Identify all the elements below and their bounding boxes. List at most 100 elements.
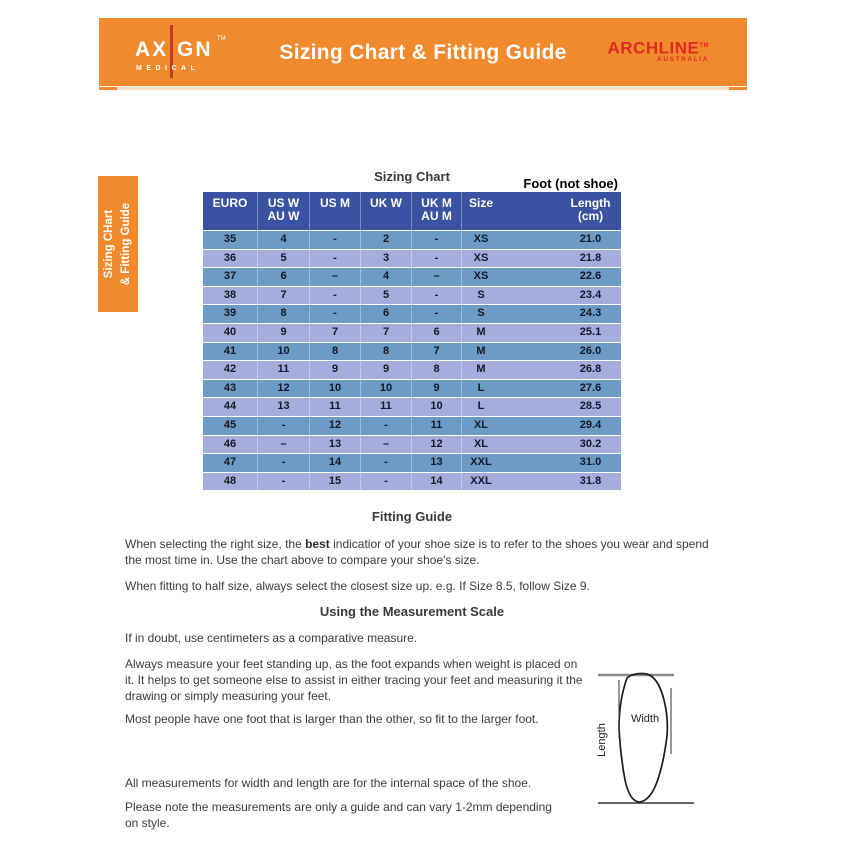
table-cell: XXL <box>470 456 492 469</box>
table-cell: - <box>258 472 310 491</box>
table-cell: 8 <box>258 305 310 323</box>
table-cell: 8 <box>412 361 462 379</box>
column-header: UK W <box>361 192 412 230</box>
table-cell: 37 <box>203 268 258 286</box>
table-cell: 7 <box>310 323 361 342</box>
table-cell: 14 <box>412 472 462 491</box>
table-cell: 6 <box>412 323 462 342</box>
table-cell: 39 <box>203 305 258 323</box>
table-cell: M <box>476 325 486 338</box>
table-cell: 43 <box>203 379 258 398</box>
table-cell: 10 <box>258 342 310 361</box>
fg-p1-before: When selecting the right size, the <box>125 537 306 551</box>
sizing-table-header: EURO US W AU W US M UK W UK M AU M Size Length (c… <box>203 192 621 230</box>
table-cell: 8 <box>361 342 412 361</box>
banner-underline <box>99 87 747 90</box>
measurement-paragraph-2: Always measure your feet standing up, as… <box>125 657 583 703</box>
measurement-paragraph-3: Most people have one foot that is larger… <box>125 712 539 726</box>
table-cell: - <box>412 249 462 268</box>
table-cell: 9 <box>310 361 361 379</box>
table-cell: 11 <box>258 361 310 379</box>
table-cell: 40 <box>203 323 258 342</box>
table-cell: XS <box>473 270 489 283</box>
column-header: US W AU W <box>258 192 310 230</box>
side-tab-label: Sizing CHart & Fitting Guide <box>98 176 138 312</box>
table-cell: - <box>412 231 462 249</box>
table-cell: 4 <box>258 231 310 249</box>
table-cell: – <box>412 268 462 286</box>
table-cell: 44 <box>203 398 258 416</box>
table-cell: 48 <box>203 472 258 491</box>
column-header: Length (cm) <box>570 196 611 223</box>
table-cell: 22.6 <box>579 270 602 283</box>
table-cell: - <box>258 454 310 472</box>
table-cell: 41 <box>203 342 258 361</box>
measurement-scale-heading: Using the Measurement Scale <box>319 604 505 619</box>
table-cell: XXL <box>470 474 492 487</box>
axign-logo-accent-line <box>170 25 173 78</box>
table-row: 36 5-3- XS 21.8 <box>203 248 621 268</box>
table-row: 46–13–12 XL 30.2 <box>203 434 621 454</box>
fitting-guide-heading: Fitting Guide <box>371 509 453 524</box>
table-cell: 5 <box>258 249 310 268</box>
table-cell: 13 <box>412 454 462 472</box>
axign-logo: AX GN TM MEDICAL <box>129 22 259 84</box>
table-cell: 23.4 <box>579 288 602 301</box>
measurement-paragraph-4: All measurements for width and length ar… <box>125 776 532 790</box>
table-cell: 10 <box>412 398 462 416</box>
length-label: Length <box>596 723 608 757</box>
table-cell: 12 <box>412 435 462 454</box>
table-cell: 47 <box>203 454 258 472</box>
table-row: 44 13 11 11 10 L 28.5 <box>203 397 621 416</box>
table-cell: XL <box>473 418 489 431</box>
table-cell: - <box>258 416 310 435</box>
axign-logo-text-left: AX <box>135 38 169 61</box>
table-cell: 28.5 <box>579 400 602 413</box>
archline-logo-subtitle: AUSTRALIA <box>657 55 709 63</box>
measurement-paragraph-5: Please note the measurements are only a … <box>125 800 552 830</box>
table-cell: – <box>310 268 361 286</box>
table-cell: M <box>476 344 486 357</box>
sizing-table: EURO US W AU W US M UK W UK M AU M Size Length (c… <box>203 192 621 491</box>
table-cell: 10 <box>361 379 412 398</box>
foot-measurement-diagram: Width Length <box>596 672 694 804</box>
page-title: Sizing Chart & Fitting Guide <box>279 41 567 64</box>
table-cell: 2 <box>361 231 412 249</box>
table-cell: - <box>361 454 412 472</box>
archline-name: ARCHLINE <box>607 38 700 58</box>
sizing-chart-heading: Sizing Chart <box>374 169 450 184</box>
table-row: 41 10 8 8 7 M 26.0 <box>203 341 621 361</box>
table-cell: 26.8 <box>579 363 602 376</box>
table-cell: 45 <box>203 416 258 435</box>
table-cell: 6 <box>361 305 412 323</box>
header-banner: AX GN TM MEDICAL Sizing Chart & Fitting … <box>99 18 747 86</box>
table-cell: XS <box>473 251 489 264</box>
table-cell: - <box>412 286 462 305</box>
table-cell: 3 <box>361 249 412 268</box>
archline-logo: ARCHLINETM AUSTRALIA <box>607 37 709 63</box>
width-label: Width <box>631 713 659 725</box>
table-cell: 21.8 <box>579 251 602 264</box>
table-cell: - <box>310 231 361 249</box>
table-cell: 4 <box>361 268 412 286</box>
table-cell: 11 <box>412 416 462 435</box>
table-row: 40 9 7 7 6 M 25.1 <box>203 322 621 342</box>
table-row: 35 4-2- XS 21.0 <box>203 230 621 249</box>
table-cell: – <box>361 435 412 454</box>
table-cell: 31.8 <box>579 474 602 487</box>
table-row: 43 12 10 10 9 L 27.6 <box>203 378 621 398</box>
table-cell: 7 <box>361 323 412 342</box>
table-cell: 15 <box>310 472 361 491</box>
fitting-guide-paragraph-2: When fitting to half size, always select… <box>125 579 590 593</box>
table-cell: 13 <box>258 398 310 416</box>
table-cell: XS <box>473 233 489 245</box>
table-cell: 27.6 <box>579 381 602 394</box>
table-cell: 35 <box>203 231 258 249</box>
column-header: EURO <box>203 192 258 230</box>
table-cell: 29.4 <box>579 418 602 431</box>
table-cell: 11 <box>361 398 412 416</box>
table-cell: 24.3 <box>579 307 602 320</box>
table-cell: L <box>477 381 485 394</box>
table-cell: 36 <box>203 249 258 268</box>
